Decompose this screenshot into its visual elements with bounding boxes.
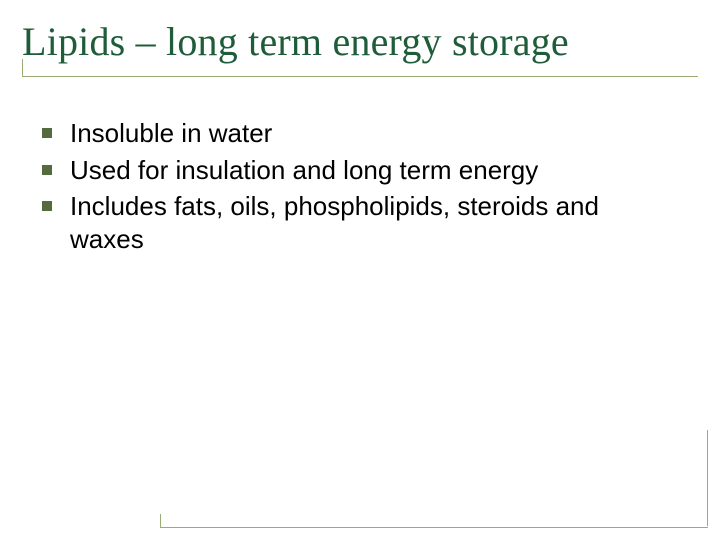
square-bullet-icon — [42, 128, 52, 138]
title-underline — [22, 76, 698, 77]
slide-title: Lipids – long term energy storage — [22, 18, 698, 65]
list-item: Includes fats, oils, phospholipids, ster… — [42, 190, 668, 255]
bullet-text: Includes fats, oils, phospholipids, ster… — [70, 190, 668, 255]
list-item: Used for insulation and long term energy — [42, 154, 668, 187]
title-tick — [22, 59, 23, 77]
slide: Lipids – long term energy storage Insolu… — [0, 0, 720, 540]
frame-right — [707, 430, 708, 526]
bullet-text: Used for insulation and long term energy — [70, 154, 538, 187]
content-area: Insoluble in water Used for insulation a… — [22, 117, 698, 255]
frame-bottom-tick — [160, 514, 161, 528]
square-bullet-icon — [42, 165, 52, 175]
title-area: Lipids – long term energy storage — [22, 18, 698, 77]
list-item: Insoluble in water — [42, 117, 668, 150]
bullet-text: Insoluble in water — [70, 117, 272, 150]
square-bullet-icon — [42, 201, 52, 211]
frame-bottom — [160, 527, 708, 528]
